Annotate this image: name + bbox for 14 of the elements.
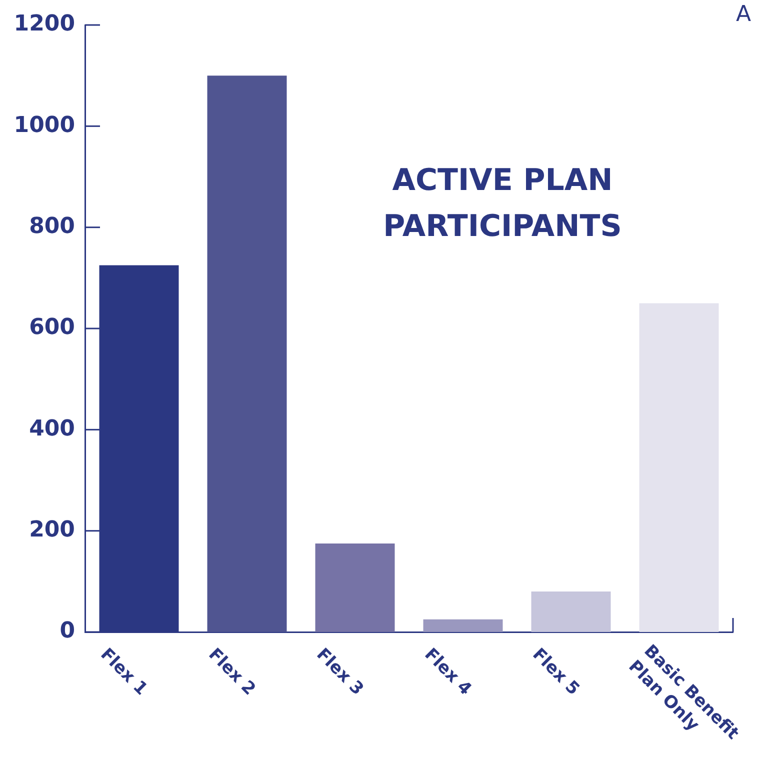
y-tick-label: 1000 [14,112,75,138]
text: ACTIVE PLAN PARTICIPANTS [382,162,623,246]
bar [423,619,503,632]
y-tick-label: 600 [29,315,75,340]
y-tick-label: 200 [29,518,75,543]
bar [315,543,395,632]
bar [531,592,611,632]
y-tick-label: 400 [29,416,75,442]
text: A [736,2,751,27]
y-tick-label: 800 [29,214,75,240]
y-tick-label: 1200 [14,12,75,37]
bar [639,303,719,632]
y-tick-label: 0 [60,618,75,644]
bar [207,76,287,632]
